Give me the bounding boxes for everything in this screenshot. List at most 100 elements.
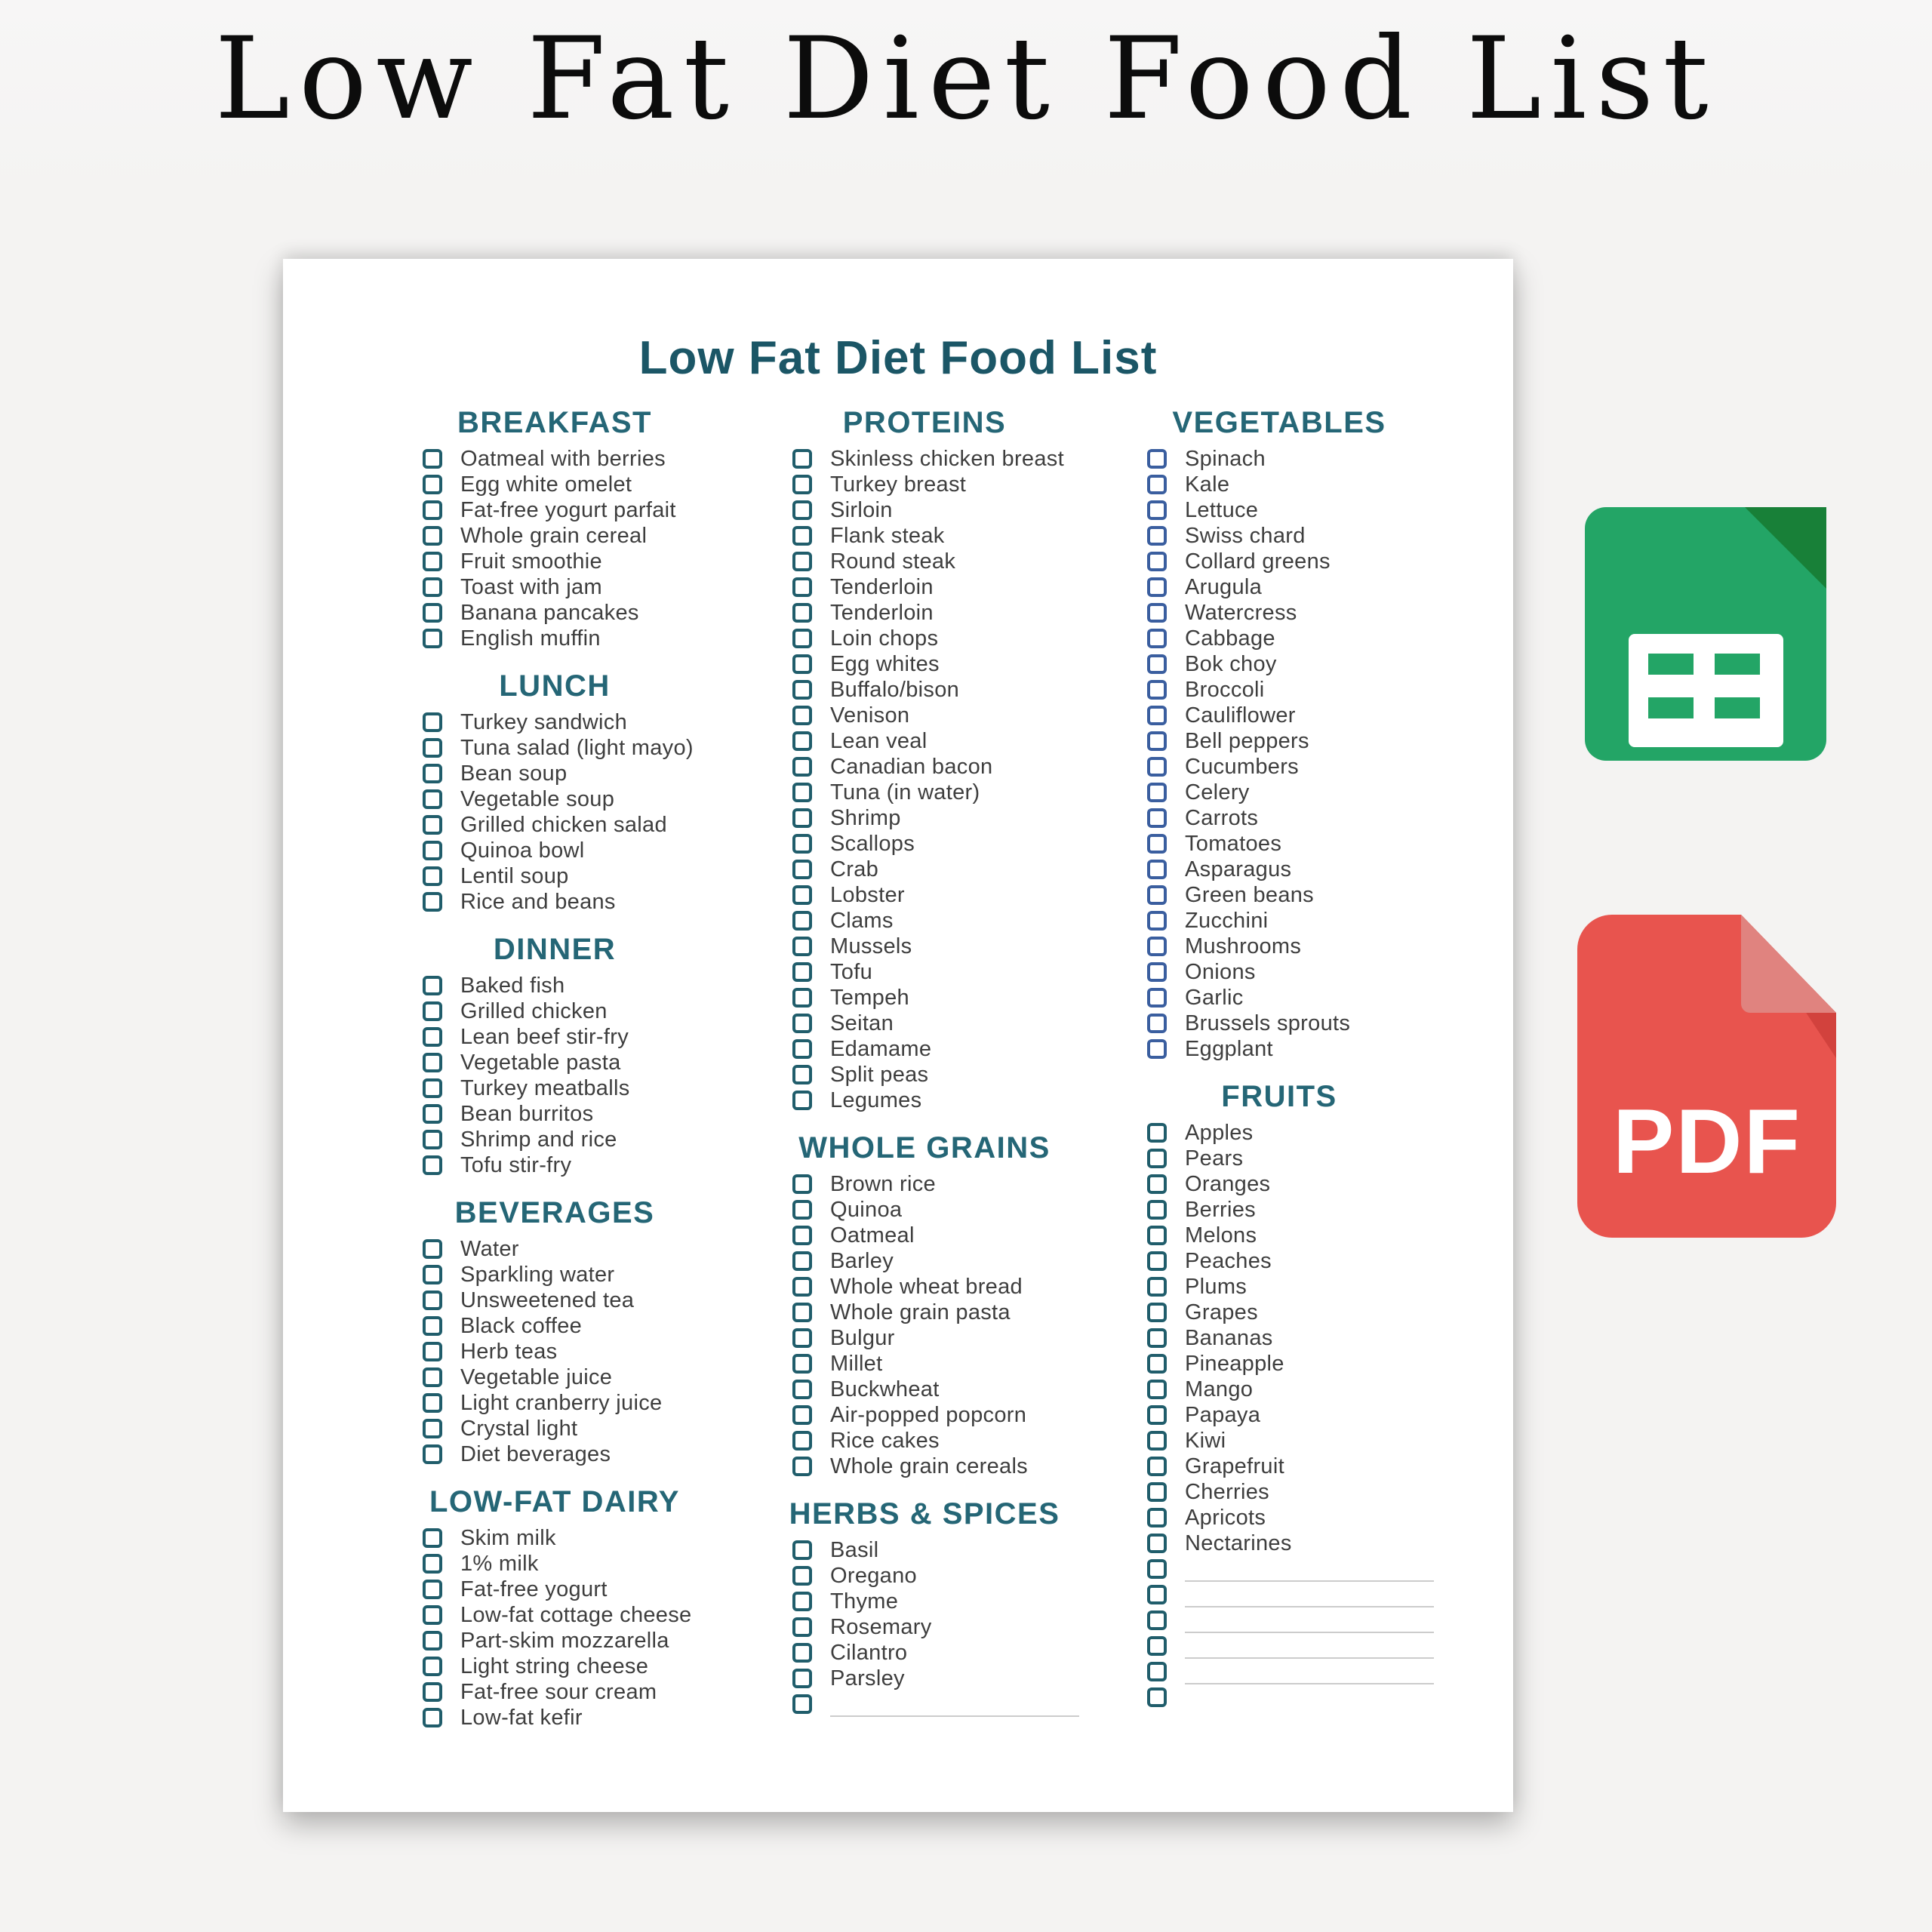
- checkbox[interactable]: [423, 475, 442, 494]
- checkbox[interactable]: [423, 1053, 442, 1072]
- checkbox[interactable]: [1147, 783, 1167, 802]
- checkbox[interactable]: [1147, 1226, 1167, 1245]
- checkbox[interactable]: [792, 1380, 812, 1399]
- checkbox[interactable]: [792, 1431, 812, 1451]
- checkbox[interactable]: [792, 1354, 812, 1374]
- checkbox[interactable]: [1147, 1149, 1167, 1168]
- checkbox[interactable]: [1147, 757, 1167, 777]
- checkbox[interactable]: [792, 577, 812, 597]
- checkbox[interactable]: [792, 1065, 812, 1084]
- checkbox[interactable]: [792, 1200, 812, 1220]
- checkbox[interactable]: [792, 1014, 812, 1033]
- checkbox[interactable]: [423, 1367, 442, 1387]
- checkbox[interactable]: [1147, 680, 1167, 700]
- checkbox[interactable]: [792, 911, 812, 931]
- checkbox[interactable]: [792, 885, 812, 905]
- checkbox[interactable]: [423, 892, 442, 912]
- checkbox[interactable]: [792, 1091, 812, 1110]
- checkbox[interactable]: [1147, 1662, 1167, 1681]
- checkbox[interactable]: [1147, 1303, 1167, 1322]
- checkbox[interactable]: [792, 1617, 812, 1637]
- checkbox[interactable]: [792, 1277, 812, 1297]
- checkbox[interactable]: [792, 552, 812, 571]
- checkbox[interactable]: [1147, 552, 1167, 571]
- checkbox[interactable]: [423, 1316, 442, 1336]
- checkbox[interactable]: [1147, 1585, 1167, 1604]
- checkbox[interactable]: [423, 1342, 442, 1361]
- checkbox[interactable]: [792, 1226, 812, 1245]
- checkbox[interactable]: [792, 1540, 812, 1560]
- checkbox[interactable]: [792, 680, 812, 700]
- checkbox[interactable]: [792, 731, 812, 751]
- checkbox[interactable]: [423, 526, 442, 546]
- checkbox[interactable]: [792, 1566, 812, 1586]
- checkbox[interactable]: [1147, 860, 1167, 879]
- checkbox[interactable]: [792, 1457, 812, 1476]
- checkbox[interactable]: [1147, 1559, 1167, 1579]
- checkbox[interactable]: [792, 1694, 812, 1714]
- checkbox[interactable]: [1147, 1251, 1167, 1271]
- checkbox[interactable]: [792, 526, 812, 546]
- checkbox[interactable]: [423, 1580, 442, 1599]
- checkbox[interactable]: [1147, 731, 1167, 751]
- checkbox[interactable]: [423, 1605, 442, 1625]
- checkbox[interactable]: [1147, 808, 1167, 828]
- checkbox[interactable]: [423, 1027, 442, 1047]
- checkbox[interactable]: [1147, 1534, 1167, 1553]
- checkbox[interactable]: [423, 1419, 442, 1438]
- checkbox[interactable]: [1147, 706, 1167, 725]
- checkbox[interactable]: [423, 1393, 442, 1413]
- checkbox[interactable]: [423, 1554, 442, 1574]
- checkbox[interactable]: [792, 1303, 812, 1322]
- checkbox[interactable]: [792, 783, 812, 802]
- checkbox[interactable]: [423, 1444, 442, 1464]
- checkbox[interactable]: [1147, 1508, 1167, 1527]
- checkbox[interactable]: [1147, 1431, 1167, 1451]
- checkbox[interactable]: [423, 500, 442, 520]
- checkbox[interactable]: [423, 449, 442, 469]
- checkbox[interactable]: [1147, 500, 1167, 520]
- checkbox[interactable]: [423, 841, 442, 860]
- checkbox[interactable]: [423, 603, 442, 623]
- checkbox[interactable]: [1147, 1014, 1167, 1033]
- checkbox[interactable]: [423, 1265, 442, 1284]
- checkbox[interactable]: [792, 962, 812, 982]
- checkbox[interactable]: [1147, 1687, 1167, 1707]
- checkbox[interactable]: [1147, 988, 1167, 1008]
- checkbox[interactable]: [792, 1405, 812, 1425]
- checkbox[interactable]: [423, 1631, 442, 1651]
- checkbox[interactable]: [423, 1104, 442, 1124]
- checkbox[interactable]: [423, 815, 442, 835]
- checkbox[interactable]: [1147, 1039, 1167, 1059]
- checkbox[interactable]: [792, 706, 812, 725]
- checkbox[interactable]: [423, 976, 442, 995]
- checkbox[interactable]: [1147, 1457, 1167, 1476]
- checkbox[interactable]: [792, 1328, 812, 1348]
- checkbox[interactable]: [423, 1155, 442, 1175]
- checkbox[interactable]: [423, 1239, 442, 1259]
- checkbox[interactable]: [423, 789, 442, 809]
- checkbox[interactable]: [1147, 1328, 1167, 1348]
- checkbox[interactable]: [423, 1078, 442, 1098]
- checkbox[interactable]: [1147, 1277, 1167, 1297]
- checkbox[interactable]: [1147, 1200, 1167, 1220]
- checkbox[interactable]: [1147, 1380, 1167, 1399]
- checkbox[interactable]: [792, 1251, 812, 1271]
- checkbox[interactable]: [792, 1174, 812, 1194]
- checkbox[interactable]: [1147, 1354, 1167, 1374]
- checkbox[interactable]: [1147, 526, 1167, 546]
- checkbox[interactable]: [1147, 629, 1167, 648]
- checkbox[interactable]: [423, 1001, 442, 1021]
- checkbox[interactable]: [1147, 1405, 1167, 1425]
- checkbox[interactable]: [1147, 962, 1167, 982]
- checkbox[interactable]: [423, 738, 442, 758]
- checkbox[interactable]: [792, 1669, 812, 1688]
- checkbox[interactable]: [1147, 1123, 1167, 1143]
- checkbox[interactable]: [1147, 834, 1167, 854]
- checkbox[interactable]: [423, 552, 442, 571]
- checkbox[interactable]: [423, 866, 442, 886]
- checkbox[interactable]: [792, 603, 812, 623]
- checkbox[interactable]: [1147, 1482, 1167, 1502]
- checkbox[interactable]: [423, 712, 442, 732]
- checkbox[interactable]: [792, 988, 812, 1008]
